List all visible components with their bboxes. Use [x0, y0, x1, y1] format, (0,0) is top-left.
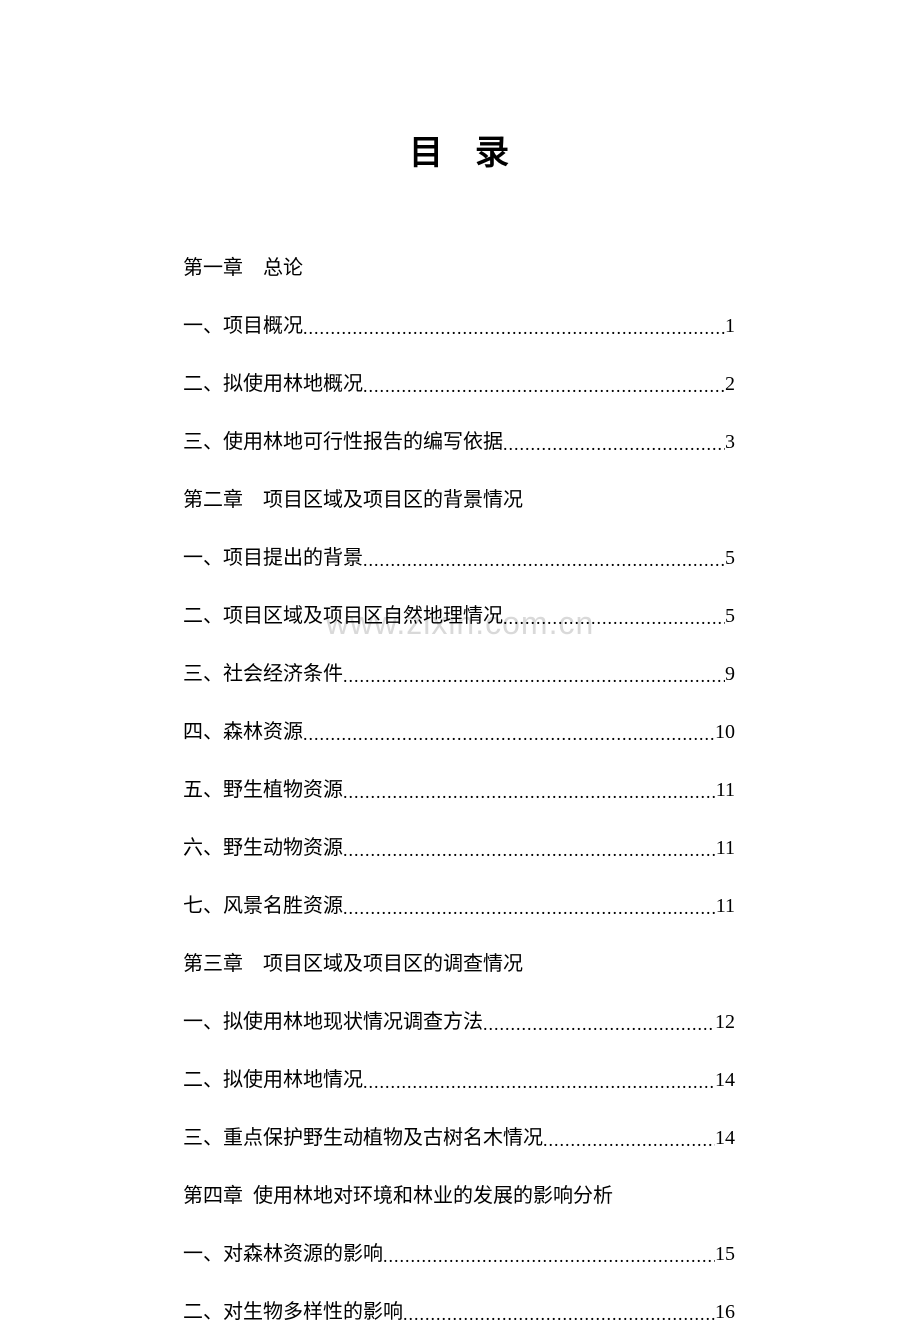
toc-leader-dots	[543, 1128, 715, 1153]
toc-entry-page: 15	[715, 1240, 735, 1268]
toc-leader-dots	[343, 664, 725, 689]
toc-container: 第一章 总论一、项目概况 1 二、拟使用林地概况 2 三、使用林地可行性报告的编写依据 3…	[183, 254, 735, 1326]
toc-entry-label: 七、风景名胜资源	[183, 892, 343, 920]
toc-chapter: 第一章 总论	[183, 254, 735, 282]
toc-entry-label: 四、森林资源	[183, 718, 303, 746]
toc-entry-page: 2	[725, 370, 735, 398]
toc-entry: 六、野生动物资源 11	[183, 834, 735, 862]
toc-entry-label: 二、拟使用林地情况	[183, 1066, 363, 1094]
toc-entry: 二、项目区域及项目区自然地理情况 5	[183, 602, 735, 630]
toc-entry: 二、拟使用林地情况 14	[183, 1066, 735, 1094]
toc-entry: 一、对森林资源的影响 15	[183, 1240, 735, 1268]
toc-entry-label: 二、项目区域及项目区自然地理情况	[183, 602, 503, 630]
toc-entry-label: 三、社会经济条件	[183, 660, 343, 688]
toc-leader-dots	[383, 1244, 715, 1269]
toc-entry: 三、使用林地可行性报告的编写依据 3	[183, 428, 735, 456]
toc-entry-page: 12	[715, 1008, 735, 1036]
toc-leader-dots	[303, 316, 725, 341]
toc-entry: 三、社会经济条件 9	[183, 660, 735, 688]
toc-entry-label: 三、重点保护野生动植物及古树名木情况	[183, 1124, 543, 1152]
toc-leader-dots	[303, 722, 715, 747]
toc-entry-page: 5	[725, 544, 735, 572]
toc-entry-label: 二、拟使用林地概况	[183, 370, 363, 398]
toc-leader-dots	[363, 548, 725, 573]
toc-entry-label: 一、项目提出的背景	[183, 544, 363, 572]
toc-entry: 一、拟使用林地现状情况调查方法 12	[183, 1008, 735, 1036]
toc-entry-label: 一、拟使用林地现状情况调查方法	[183, 1008, 483, 1036]
toc-entry: 五、野生植物资源 11	[183, 776, 735, 804]
toc-leader-dots	[343, 838, 716, 863]
toc-leader-dots	[363, 1070, 715, 1095]
toc-leader-dots	[403, 1302, 715, 1327]
toc-leader-dots	[343, 780, 716, 805]
toc-entry-page: 1	[725, 312, 735, 340]
toc-entry: 一、项目概况 1	[183, 312, 735, 340]
toc-leader-dots	[363, 374, 725, 399]
toc-entry-label: 一、对森林资源的影响	[183, 1240, 383, 1268]
toc-leader-dots	[503, 606, 725, 631]
toc-entry-label: 六、野生动物资源	[183, 834, 343, 862]
toc-entry-label: 二、对生物多样性的影响	[183, 1298, 403, 1326]
toc-entry-page: 16	[715, 1298, 735, 1326]
toc-entry: 一、项目提出的背景 5	[183, 544, 735, 572]
toc-entry-page: 14	[715, 1124, 735, 1152]
toc-entry-page: 5	[725, 602, 735, 630]
toc-entry-page: 11	[716, 776, 735, 804]
toc-entry: 七、风景名胜资源 11	[183, 892, 735, 920]
toc-leader-dots	[343, 896, 716, 921]
toc-chapter: 第三章 项目区域及项目区的调查情况	[183, 950, 735, 978]
toc-entry-page: 14	[715, 1066, 735, 1094]
toc-entry: 二、拟使用林地概况 2	[183, 370, 735, 398]
toc-entry-label: 三、使用林地可行性报告的编写依据	[183, 428, 503, 456]
page-content: 目录 第一章 总论一、项目概况 1 二、拟使用林地概况 2 三、使用林地可行性报告的编写…	[0, 0, 920, 1326]
toc-title: 目录	[183, 125, 735, 174]
toc-entry-page: 11	[716, 834, 735, 862]
toc-entry-page: 9	[725, 660, 735, 688]
toc-entry-page: 11	[716, 892, 735, 920]
toc-entry-label: 五、野生植物资源	[183, 776, 343, 804]
toc-chapter: 第四章 使用林地对环境和林业的发展的影响分析	[183, 1182, 735, 1210]
toc-entry-page: 3	[725, 428, 735, 456]
toc-entry: 四、森林资源 10	[183, 718, 735, 746]
toc-chapter: 第二章 项目区域及项目区的背景情况	[183, 486, 735, 514]
toc-entry-label: 一、项目概况	[183, 312, 303, 340]
toc-leader-dots	[483, 1012, 715, 1037]
toc-entry-page: 10	[715, 718, 735, 746]
toc-entry: 三、重点保护野生动植物及古树名木情况 14	[183, 1124, 735, 1152]
toc-leader-dots	[503, 432, 725, 457]
toc-entry: 二、对生物多样性的影响 16	[183, 1298, 735, 1326]
